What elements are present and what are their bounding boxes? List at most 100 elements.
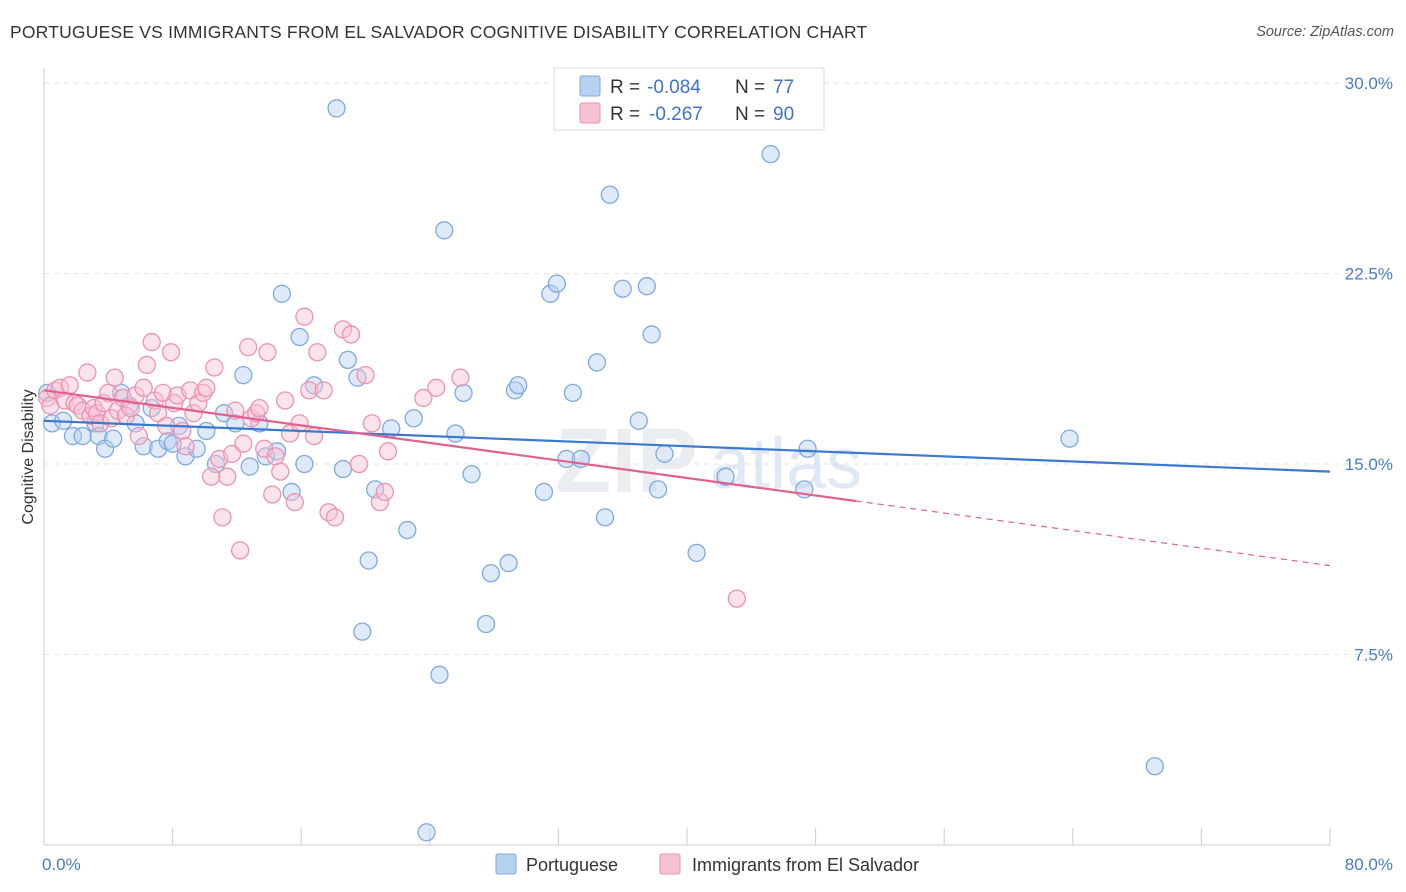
y-tick-label: 15.0% xyxy=(1345,455,1393,474)
point-portuguese xyxy=(338,350,357,370)
point-salvador xyxy=(427,378,446,397)
point-portuguese xyxy=(505,381,525,400)
point-salvador xyxy=(87,404,107,423)
point-portuguese xyxy=(587,353,607,372)
point-portuguese xyxy=(481,564,501,583)
point-portuguese xyxy=(417,823,436,842)
point-salvador xyxy=(271,462,290,481)
point-portuguese xyxy=(73,426,92,446)
point-salvador xyxy=(134,378,153,397)
point-portuguese xyxy=(148,439,168,458)
legend-r-value-salvador: -0.267 xyxy=(649,104,703,125)
bottom-legend-swatch-salvador xyxy=(659,853,681,875)
legend-swatch-portuguese xyxy=(579,75,601,97)
point-portuguese xyxy=(134,437,153,456)
point-salvador xyxy=(142,332,161,352)
point-salvador xyxy=(362,414,382,433)
legend-n-label-salvador: N = xyxy=(735,104,765,125)
correlation-legend: R = -0.084 N = 77 R = -0.267 N = 90 xyxy=(553,67,825,131)
chart-source: Source: ZipAtlas.com xyxy=(1256,24,1394,40)
point-salvador xyxy=(451,368,470,387)
legend-swatch-salvador xyxy=(579,102,601,124)
point-portuguese xyxy=(446,424,465,443)
point-portuguese xyxy=(499,553,518,573)
point-salvador xyxy=(129,426,148,446)
y-tick-label: 22.5% xyxy=(1345,265,1393,284)
point-salvador xyxy=(84,398,103,418)
point-portuguese xyxy=(103,429,123,448)
point-portuguese xyxy=(435,221,454,240)
point-portuguese xyxy=(404,409,423,428)
point-portuguese xyxy=(272,284,292,303)
point-salvador xyxy=(285,492,304,512)
y-tick-label: 7.5% xyxy=(1354,646,1393,665)
point-portuguese xyxy=(534,482,554,502)
point-portuguese xyxy=(234,365,253,385)
point-salvador xyxy=(378,442,398,461)
point-salvador xyxy=(239,338,258,357)
point-portuguese xyxy=(197,421,216,441)
point-portuguese xyxy=(454,383,473,403)
trend-layer xyxy=(43,389,1331,567)
point-portuguese xyxy=(629,411,648,430)
watermark-zip: ZIP xyxy=(555,410,698,512)
axis-layer xyxy=(43,68,1331,846)
point-salvador xyxy=(314,381,333,400)
point-portuguese xyxy=(256,447,275,466)
points-layer xyxy=(38,99,1164,842)
point-portuguese xyxy=(398,520,417,540)
point-portuguese xyxy=(290,327,309,347)
point-portuguese xyxy=(595,508,615,527)
point-portuguese xyxy=(600,185,619,204)
point-salvador xyxy=(197,378,216,397)
point-portuguese xyxy=(327,99,346,118)
point-salvador xyxy=(105,368,124,387)
chart-title: PORTUGUESE VS IMMIGRANTS FROM EL SALVADO… xyxy=(10,22,868,42)
point-portuguese xyxy=(63,426,83,446)
legend-n-label-portuguese: N = xyxy=(735,77,765,98)
point-salvador xyxy=(205,358,224,377)
point-portuguese xyxy=(187,439,206,458)
point-portuguese xyxy=(547,274,566,293)
point-portuguese xyxy=(1145,757,1164,776)
bottom-legend-label-portuguese: Portuguese xyxy=(526,855,618,875)
point-portuguese xyxy=(353,622,372,641)
bottom-legend-label-salvador: Immigrants from El Salvador xyxy=(692,855,919,875)
point-salvador xyxy=(213,508,232,527)
point-portuguese xyxy=(613,279,632,298)
legend-r-label-portuguese: R = xyxy=(610,77,640,98)
point-portuguese xyxy=(637,277,656,296)
point-salvador xyxy=(325,508,345,527)
point-salvador xyxy=(161,343,181,362)
point-portuguese xyxy=(655,444,674,463)
point-salvador xyxy=(193,383,213,403)
point-salvador xyxy=(184,404,203,423)
legend-r-label-salvador: R = xyxy=(610,104,640,125)
legend-n-value-portuguese: 77 xyxy=(773,77,794,98)
legend-n-value-salvador: 90 xyxy=(773,104,794,125)
point-salvador xyxy=(375,482,394,502)
point-salvador xyxy=(304,426,324,446)
point-salvador xyxy=(99,383,118,403)
point-salvador xyxy=(234,434,253,453)
point-portuguese xyxy=(648,480,668,499)
point-portuguese xyxy=(761,144,780,164)
point-salvador xyxy=(414,388,433,408)
point-salvador xyxy=(275,391,295,410)
point-salvador xyxy=(370,492,390,512)
point-salvador xyxy=(222,444,242,463)
point-salvador xyxy=(137,355,157,375)
point-salvador xyxy=(202,467,221,486)
legend-r-value-portuguese: -0.084 xyxy=(647,77,701,98)
point-portuguese xyxy=(158,431,177,451)
point-salvador xyxy=(266,447,285,466)
y-axis-label: Cognitive Disability xyxy=(20,389,37,524)
point-portuguese xyxy=(333,459,353,479)
point-salvador xyxy=(60,376,79,395)
point-salvador xyxy=(356,365,375,385)
x-tick-label: 80.0% xyxy=(1345,855,1393,874)
point-salvador xyxy=(727,589,746,608)
trend-line-portuguese xyxy=(43,419,1331,473)
y-tick-label: 30.0% xyxy=(1345,74,1393,93)
